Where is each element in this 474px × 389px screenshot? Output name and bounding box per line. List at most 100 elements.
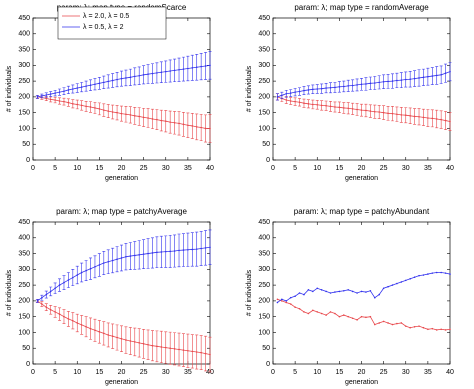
data-point: [63, 315, 65, 318]
data-point: [45, 97, 48, 100]
data-point: [204, 352, 207, 355]
data-point: [204, 65, 207, 67]
data-point: [200, 247, 202, 250]
data-point: [54, 311, 56, 313]
data-point: [298, 101, 301, 104]
data-point: [120, 337, 123, 340]
data-point: [334, 291, 336, 293]
data-point: [76, 322, 79, 324]
data-point: [45, 94, 48, 96]
data-point: [449, 70, 451, 73]
data-point: [178, 122, 180, 125]
data-point: [209, 64, 211, 67]
data-point: [160, 346, 163, 348]
data-point: [307, 289, 310, 291]
data-point: [178, 68, 180, 71]
data-point: [94, 83, 96, 86]
data-point: [195, 351, 198, 353]
data-point: [338, 85, 341, 88]
data-point: [182, 68, 185, 70]
y-tick-label: 300: [258, 62, 270, 69]
y-tick-label: 450: [258, 219, 270, 226]
data-point: [98, 264, 101, 266]
data-point: [195, 248, 198, 250]
data-point: [63, 90, 65, 93]
data-point: [329, 105, 332, 108]
data-point: [329, 292, 332, 294]
y-tick-label: 100: [258, 329, 270, 336]
data-point: [289, 100, 292, 102]
y-tick-label: 150: [18, 314, 30, 321]
data-point: [422, 116, 425, 119]
data-point: [195, 126, 198, 128]
series-line: [37, 96, 210, 129]
data-point: [360, 109, 363, 111]
data-point: [289, 303, 292, 305]
data-point: [369, 289, 372, 292]
data-point: [58, 313, 61, 315]
data-point: [418, 77, 420, 79]
data-point: [200, 65, 202, 68]
data-point: [76, 274, 79, 276]
data-point: [347, 289, 350, 291]
series-line: [37, 64, 211, 98]
x-tick-label: 25: [380, 165, 388, 172]
data-point: [343, 107, 345, 109]
x-tick-label: 25: [140, 165, 148, 172]
y-tick-label: 450: [258, 15, 270, 22]
data-point: [164, 250, 167, 253]
data-point: [378, 81, 381, 84]
y-tick-label: 450: [18, 219, 30, 226]
data-point: [120, 257, 123, 259]
data-point: [209, 127, 211, 130]
data-point: [89, 106, 92, 108]
x-tick-label: 30: [402, 165, 410, 172]
data-point: [98, 82, 101, 85]
data-point: [285, 92, 288, 95]
x-tick-label: 40: [206, 165, 214, 172]
data-point: [120, 77, 123, 80]
data-point: [387, 112, 389, 115]
data-point: [98, 108, 101, 110]
data-point: [125, 77, 127, 79]
data-point: [369, 315, 372, 318]
x-tick-label: 30: [162, 165, 170, 172]
x-axis-label: generation: [345, 379, 378, 386]
data-point: [85, 105, 87, 108]
data-point: [76, 87, 79, 89]
data-point: [387, 322, 389, 324]
data-point: [107, 110, 110, 112]
data-point: [169, 250, 171, 253]
data-point: [116, 258, 118, 261]
data-point: [312, 88, 314, 91]
data-point: [281, 300, 283, 302]
data-point: [89, 327, 92, 330]
data-point: [125, 255, 127, 258]
data-point: [404, 114, 407, 116]
data-point: [431, 327, 434, 330]
data-point: [391, 284, 394, 286]
plot-frame: [272, 221, 451, 365]
y-tick-label: 350: [18, 250, 30, 257]
legend-label: λ = 2.0, λ = 0.5: [83, 13, 129, 20]
data-point: [281, 298, 283, 301]
data-point: [85, 269, 87, 272]
data-point: [435, 271, 438, 274]
data-point: [294, 295, 296, 297]
data-point: [276, 298, 279, 301]
data-point: [80, 86, 83, 88]
data-point: [147, 117, 149, 119]
data-point: [343, 289, 345, 292]
data-point: [356, 292, 358, 294]
data-point: [45, 306, 48, 309]
data-point: [413, 276, 416, 279]
data-point: [440, 271, 442, 274]
data-point: [67, 101, 70, 104]
data-point: [116, 78, 118, 81]
data-point: [382, 111, 385, 114]
data-point: [418, 274, 420, 277]
data-point: [285, 301, 288, 304]
data-point: [400, 79, 403, 81]
y-axis-label: # of individuals: [6, 269, 13, 316]
data-point: [156, 251, 158, 254]
